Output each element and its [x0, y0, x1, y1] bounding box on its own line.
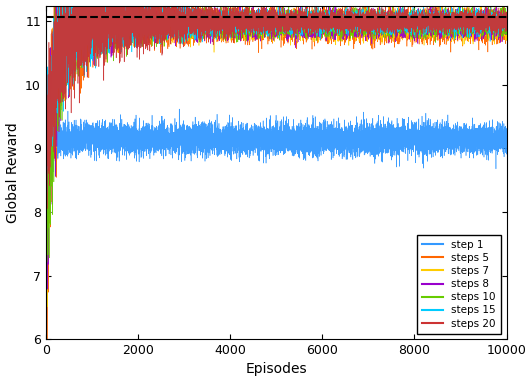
steps 10: [43, 228, 49, 233]
steps 20: [43, 113, 49, 117]
steps 20: [479, 30, 485, 34]
steps 5: [45, 162, 51, 167]
steps 20: [62, 45, 68, 49]
steps 8: [503, 31, 510, 36]
steps 5: [62, 40, 68, 44]
Line: steps 20: steps 20: [46, 0, 506, 209]
steps 15: [62, 6, 68, 11]
steps 8: [45, 154, 51, 159]
steps 15: [133, 38, 139, 43]
steps 8: [43, 268, 49, 273]
steps 15: [479, 27, 485, 31]
steps 15: [45, 99, 51, 104]
steps 20: [133, 29, 139, 34]
steps 7: [45, 211, 51, 215]
steps 5: [268, 29, 275, 34]
step 1: [43, 178, 49, 182]
steps 10: [479, 16, 485, 21]
steps 8: [268, 25, 275, 29]
steps 5: [479, 18, 485, 23]
step 1: [133, 133, 139, 137]
step 1: [70, 129, 77, 134]
steps 5: [503, 25, 510, 30]
Legend: step 1, steps 5, steps 7, steps 8, steps 10, steps 15, steps 20: step 1, steps 5, steps 7, steps 8, steps…: [417, 235, 501, 334]
steps 15: [43, 215, 49, 220]
steps 10: [133, 13, 139, 18]
steps 10: [268, 18, 275, 23]
steps 15: [503, 16, 510, 20]
step 1: [479, 125, 485, 129]
Line: steps 15: steps 15: [46, 0, 506, 218]
step 1: [45, 66, 51, 71]
steps 7: [268, 16, 275, 21]
steps 8: [133, 25, 139, 29]
step 1: [503, 132, 510, 136]
Line: steps 7: steps 7: [46, 0, 506, 307]
Line: steps 5: steps 5: [46, 0, 506, 382]
steps 10: [503, 22, 510, 27]
steps 15: [70, 42, 77, 46]
steps 5: [70, 56, 77, 61]
step 1: [62, 121, 68, 125]
steps 7: [44, 305, 51, 309]
step 1: [44, 210, 51, 214]
steps 7: [479, 10, 485, 15]
X-axis label: Episodes: Episodes: [245, 363, 307, 376]
steps 7: [62, 19, 68, 24]
steps 10: [45, 216, 51, 220]
Line: steps 10: steps 10: [46, 0, 506, 356]
steps 5: [133, 32, 139, 37]
steps 20: [44, 206, 51, 211]
steps 10: [43, 354, 49, 359]
Y-axis label: Global Reward: Global Reward: [5, 122, 20, 223]
step 1: [45, 123, 51, 128]
steps 10: [62, 44, 68, 48]
steps 7: [503, 13, 510, 17]
steps 15: [268, 29, 275, 34]
steps 8: [43, 367, 49, 372]
Line: steps 8: steps 8: [46, 0, 506, 370]
steps 8: [70, 29, 77, 34]
steps 8: [62, 33, 68, 37]
step 1: [268, 143, 275, 147]
steps 15: [43, 122, 49, 127]
Line: step 1: step 1: [46, 69, 506, 212]
steps 7: [43, 292, 49, 297]
steps 7: [70, 7, 77, 12]
steps 10: [70, 2, 77, 7]
steps 8: [479, 26, 485, 31]
steps 20: [45, 73, 51, 77]
steps 20: [503, 15, 510, 19]
steps 7: [133, 23, 139, 27]
steps 20: [268, 28, 275, 33]
